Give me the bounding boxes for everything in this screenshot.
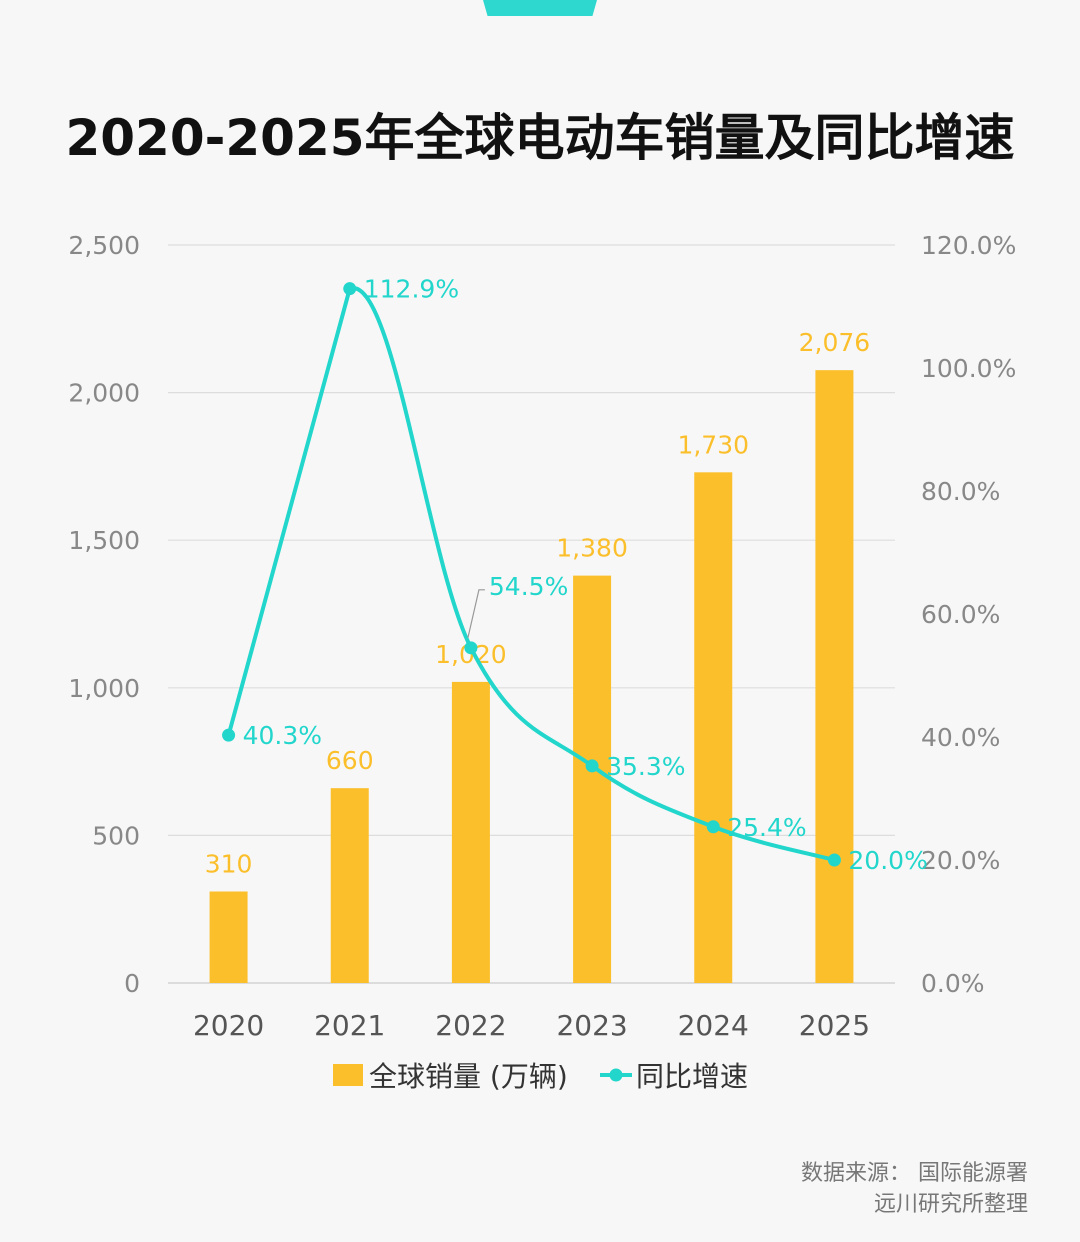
bar-value-label: 310 bbox=[205, 849, 253, 878]
bar-value-label: 1,730 bbox=[677, 430, 749, 459]
right-axis-tick-label: 20.0% bbox=[921, 846, 1000, 875]
growth-value-label: 54.5% bbox=[489, 572, 568, 601]
bar-2023 bbox=[573, 575, 612, 983]
growth-value-label: 35.3% bbox=[606, 752, 685, 781]
bar-2024 bbox=[694, 472, 733, 983]
growth-point-2020 bbox=[222, 728, 236, 742]
left-axis-tick-label: 0 bbox=[124, 969, 140, 998]
growth-point-2025 bbox=[827, 853, 841, 867]
legend-bar-swatch bbox=[333, 1064, 363, 1086]
left-axis-tick-label: 1,500 bbox=[68, 526, 140, 555]
right-axis-tick-label: 120.0% bbox=[921, 231, 1016, 260]
growth-point-2021 bbox=[343, 282, 357, 296]
x-axis-tick-label: 2020 bbox=[193, 1009, 264, 1042]
x-axis-tick-label: 2021 bbox=[314, 1009, 385, 1042]
bar-2022 bbox=[451, 681, 490, 983]
x-axis-tick-label: 2025 bbox=[799, 1009, 870, 1042]
right-axis-tick-label: 80.0% bbox=[921, 477, 1000, 506]
bar-2021 bbox=[330, 788, 369, 983]
left-axis-tick-label: 2,500 bbox=[68, 231, 140, 260]
top-accent-tab bbox=[483, 0, 597, 16]
right-axis-tick-label: 0.0% bbox=[921, 969, 985, 998]
growth-value-label: 112.9% bbox=[364, 275, 459, 304]
growth-value-label: 20.0% bbox=[848, 846, 927, 875]
bar-value-label: 660 bbox=[326, 746, 374, 775]
legend-line-marker bbox=[609, 1068, 623, 1082]
page-title: 2020-2025年全球电动车销量及同比增速 bbox=[65, 109, 1015, 167]
growth-point-2023 bbox=[585, 759, 599, 773]
bar-value-label: 2,076 bbox=[799, 328, 871, 357]
growth-value-label: 25.4% bbox=[727, 813, 806, 842]
right-axis-tick-label: 60.0% bbox=[921, 600, 1000, 629]
bar-2025 bbox=[815, 370, 854, 983]
left-axis-tick-label: 500 bbox=[92, 821, 140, 850]
legend-bar-label: 全球销量 (万辆) bbox=[369, 1060, 568, 1093]
growth-point-2024 bbox=[706, 820, 720, 834]
label-leader-line bbox=[467, 589, 485, 638]
source-note: 数据来源： 国际能源署 bbox=[801, 1161, 1028, 1186]
legend-line-label: 同比增速 bbox=[636, 1060, 748, 1093]
bar-2020 bbox=[209, 891, 248, 983]
left-axis-tick-label: 2,000 bbox=[68, 379, 140, 408]
growth-point-2022 bbox=[464, 641, 478, 655]
growth-value-label: 40.3% bbox=[243, 721, 322, 750]
left-axis-tick-label: 1,000 bbox=[68, 674, 140, 703]
right-axis-tick-label: 100.0% bbox=[921, 354, 1016, 383]
x-axis-tick-label: 2022 bbox=[435, 1009, 506, 1042]
source-credit: 远川研究所整理 bbox=[873, 1192, 1028, 1217]
right-axis-tick-label: 40.0% bbox=[921, 723, 1000, 752]
x-axis-tick-label: 2024 bbox=[678, 1009, 749, 1042]
bar-value-label: 1,380 bbox=[556, 534, 628, 563]
x-axis-tick-label: 2023 bbox=[556, 1009, 627, 1042]
